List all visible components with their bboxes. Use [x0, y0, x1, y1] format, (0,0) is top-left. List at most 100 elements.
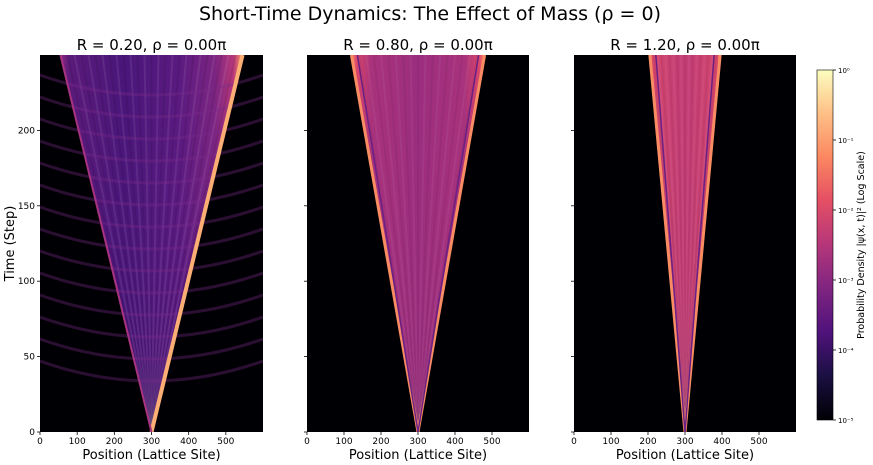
fringe-line [668, 55, 686, 432]
colorbar-tick-label: 10⁻² [838, 207, 854, 215]
panel-title: R = 0.80, ρ = 0.00π [343, 36, 493, 54]
figure-suptitle: Short-Time Dynamics: The Effect of Mass … [199, 3, 661, 25]
x-tick-label: 200 [639, 437, 656, 447]
fringe-line [87, 55, 153, 432]
y-tick-label: 200 [18, 126, 35, 136]
ripple-band [40, 227, 263, 251]
panels: R = 0.20, ρ = 0.00π 0 100 200 300 400 500 0 50 10… [3, 36, 796, 463]
fringe-line [672, 55, 686, 432]
x-tick-label: 500 [217, 437, 234, 447]
x-tick-label: 400 [713, 437, 730, 447]
fringe-line [417, 55, 442, 432]
fringe-line [684, 55, 702, 432]
fringe-line [150, 55, 223, 432]
panel-1: R = 0.20, ρ = 0.00π 0 100 200 300 400 500 0 50 10… [3, 36, 263, 463]
fringe-line [684, 55, 690, 432]
colorbar-tick-label: 10⁰ [838, 67, 850, 75]
y-axis-label: Time (Step) [3, 206, 18, 283]
fringe-line [680, 55, 686, 432]
cone-edge-left [648, 55, 687, 432]
fringe-line [402, 55, 419, 432]
fringe-line [684, 55, 698, 432]
colorbar: 10⁻⁵ 10⁻⁴ 10⁻³ 10⁻² 10⁻¹ 10⁰ Probability Densi… [816, 67, 867, 425]
fringe-line [150, 55, 230, 432]
fringe-line [150, 55, 181, 432]
cone-inner-edge [356, 55, 419, 432]
x-tick-label: 300 [409, 437, 426, 447]
x-tick-label: 100 [602, 437, 619, 447]
fringe-line [129, 55, 153, 432]
fringe-line [136, 55, 153, 432]
x-tick-label: 200 [106, 437, 123, 447]
fringe-line [684, 55, 706, 432]
fringe-line [150, 55, 202, 432]
fringe-line [676, 55, 686, 432]
fringe-line [115, 55, 153, 432]
colorbar-tick-label: 10⁻⁴ [838, 347, 854, 355]
cone-edge-right [683, 55, 722, 432]
fringe-line [394, 55, 419, 432]
cone-inner-edge [655, 55, 686, 432]
colorbar-tick-label: 10⁻⁵ [838, 417, 854, 425]
x-tick-label: 400 [180, 437, 197, 447]
ripple-band [40, 337, 263, 361]
ripple-band [40, 315, 263, 339]
fringe-line [417, 55, 449, 432]
light-cone [60, 55, 243, 432]
ripple-band [40, 205, 263, 229]
colorbar-gradient [816, 69, 834, 421]
x-tick-label: 0 [37, 437, 43, 447]
panel-2: R = 0.80, ρ = 0.00π 0 100 200 300 400 500Posit… [304, 36, 529, 463]
light-cone [649, 55, 721, 432]
fringe-line [150, 55, 188, 432]
fringe-line [684, 55, 694, 432]
fringe-line [150, 55, 160, 432]
colorbar-label: Probability Density |ψ(x, t)|² (Log Scal… [856, 151, 867, 339]
fringe-line [664, 55, 686, 432]
x-tick-label: 100 [335, 437, 352, 447]
y-tick-label: 100 [18, 277, 35, 287]
cone-edge-right [149, 55, 245, 432]
fringe-line [417, 55, 434, 432]
x-tick-label: 0 [304, 437, 310, 447]
fringe-line [660, 55, 686, 432]
panel-3: R = 1.20, ρ = 0.00π 0 100 200 300 400 500Posit… [571, 36, 796, 463]
y-tick-label: 150 [18, 202, 35, 212]
fringe-line [94, 55, 153, 432]
ripple-band [40, 183, 263, 207]
ripple-band [40, 359, 263, 383]
fringe-line [409, 55, 419, 432]
x-tick-label: 400 [446, 437, 463, 447]
fringe-line [150, 55, 195, 432]
panel-title: R = 0.20, ρ = 0.00π [77, 36, 227, 54]
x-axis-label: Position (Lattice Site) [82, 448, 220, 463]
panel-title: R = 1.20, ρ = 0.00π [610, 36, 760, 54]
fringe-line [365, 55, 419, 432]
colorbar-tick-label: 10⁻³ [838, 277, 854, 285]
fringe-line [73, 55, 153, 432]
x-tick-label: 0 [571, 437, 577, 447]
x-tick-label: 300 [143, 437, 160, 447]
ripple-band [40, 117, 263, 141]
fringe-line [122, 55, 153, 432]
cone-edge-right [416, 55, 487, 432]
y-tick-label: 50 [24, 353, 36, 363]
fringe-line [417, 55, 456, 432]
x-axis-label: Position (Lattice Site) [616, 448, 754, 463]
fringe-line [150, 55, 209, 432]
x-tick-label: 500 [483, 437, 500, 447]
fringe-line [417, 55, 464, 432]
ripple-band [40, 161, 263, 185]
cone-inner-edge [417, 55, 480, 432]
fringe-line [387, 55, 419, 432]
ripple-band [40, 139, 263, 163]
x-axis-label: Position (Lattice Site) [349, 448, 487, 463]
fringe-line [66, 55, 153, 432]
ripple-band [40, 95, 263, 119]
x-tick-label: 500 [750, 437, 767, 447]
colorbar-tick-label: 10⁻¹ [838, 137, 854, 145]
ripple-band [40, 293, 263, 317]
fringe-line [143, 55, 153, 432]
fringe-line [417, 55, 471, 432]
